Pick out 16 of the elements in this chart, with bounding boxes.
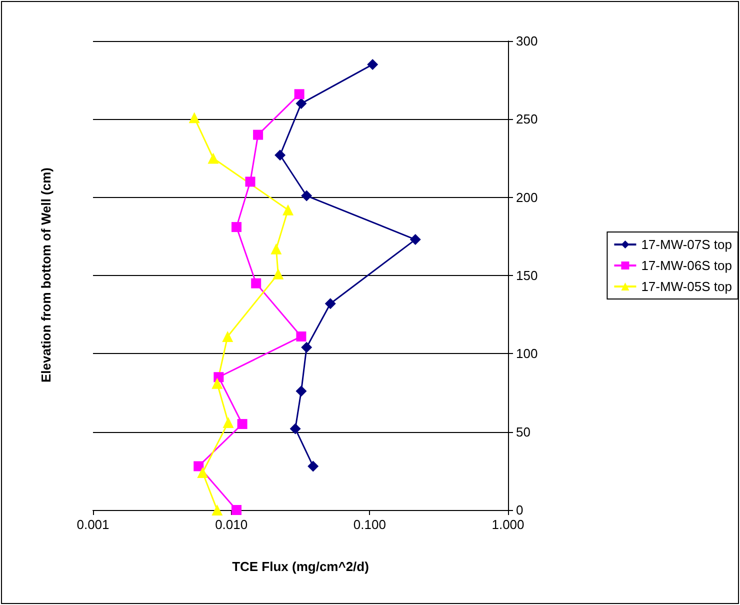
y-tick-label: 200	[516, 190, 538, 205]
x-tick-label: 1.000	[492, 517, 524, 532]
y-tick-label: 300	[516, 34, 538, 48]
y-tick-label: 0	[516, 502, 524, 518]
x-tick-label: 0.010	[215, 517, 248, 532]
y-tick-label: 100	[516, 346, 538, 362]
legend-label: 17-MW-07S top	[641, 237, 732, 252]
y-tick-label: 150	[516, 268, 538, 283]
x-axis-title: TCE Flux (mg/cm^2/d)	[232, 559, 369, 574]
x-tick-label: 0.001	[76, 517, 110, 532]
x-tick-label: 0.100	[353, 517, 386, 532]
legend-label: 17-MW-05S top	[641, 279, 732, 294]
y-axis-title: Elevation from bottom of Well (cm)	[38, 168, 54, 382]
y-tick-label: 250	[516, 112, 538, 127]
y-tick-label: 50	[516, 424, 530, 440]
legend-label: 17-MW-06S top	[641, 258, 732, 273]
